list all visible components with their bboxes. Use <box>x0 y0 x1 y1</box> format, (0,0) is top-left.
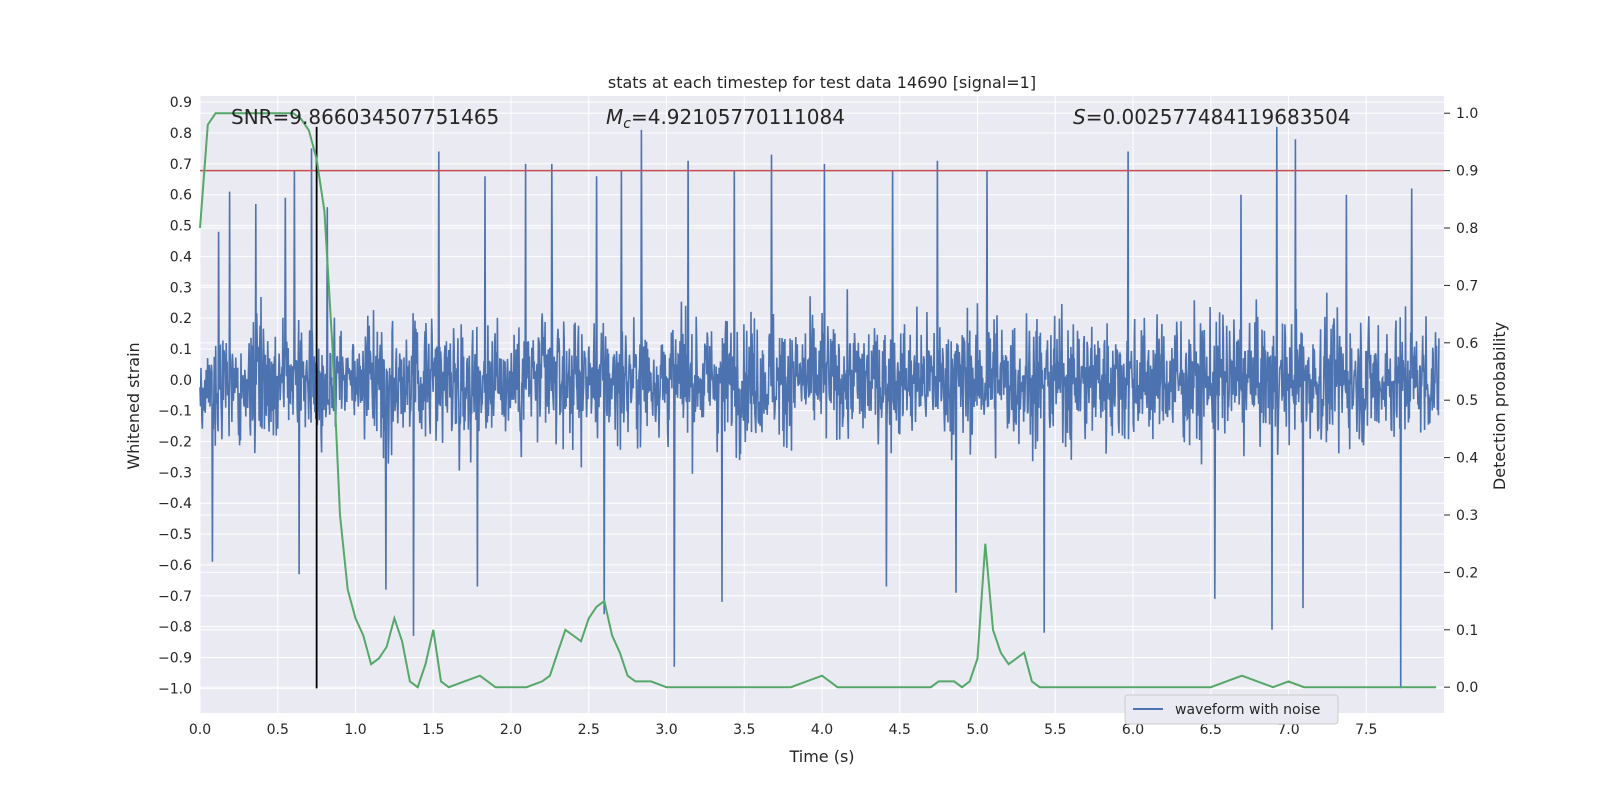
y-tick-label-left: 0.9 <box>170 95 192 111</box>
y-tick-label-left: 0.2 <box>170 311 192 327</box>
x-tick-label: 7.5 <box>1355 722 1377 738</box>
y-tick-label-right: 0.9 <box>1456 164 1478 180</box>
legend-box <box>1124 694 1339 725</box>
annotation-s-symbol: S <box>1073 105 1086 129</box>
y-tick-label-right: 0.4 <box>1456 451 1478 467</box>
x-tick-label: 2.0 <box>500 722 522 738</box>
detection-probability-line <box>199 112 1437 689</box>
y-tick-label-right: 0.1 <box>1456 623 1478 639</box>
x-tick-label: 5.0 <box>966 722 988 738</box>
y-tick-label-left: 0.3 <box>170 280 192 296</box>
y-tick-label-left: 0.8 <box>170 126 192 142</box>
x-tick-label: 6.0 <box>1122 722 1144 738</box>
y-axis-title-left: Whitened strain <box>124 342 143 469</box>
y-tick-label-right: 0.6 <box>1456 336 1478 352</box>
x-tick-label: 7.0 <box>1277 722 1299 738</box>
y-axis-title-right: Detection probability <box>1490 322 1509 490</box>
x-tick-label: 3.5 <box>733 722 755 738</box>
annotation-s-value: =0.0025774841196835​04 <box>1086 105 1351 129</box>
overlay-series <box>199 112 1444 689</box>
x-tick-label: 0.5 <box>267 722 289 738</box>
x-tick-label: 4.5 <box>889 722 911 738</box>
y-tick-label-right: 0.7 <box>1456 278 1478 294</box>
annotation-chirp-mass: Mc=4.92105770111084 <box>606 105 845 132</box>
y-tick-label-left: 0.7 <box>170 157 192 173</box>
waveform-line <box>199 126 1440 689</box>
annotation-chirp-mass-value: =4.92105770111084 <box>631 105 845 129</box>
y-tick-label-left: 0.5 <box>170 219 192 235</box>
chart-title: stats at each timestep for test data 146… <box>608 73 1036 92</box>
y-tick-label-left: 0.6 <box>170 188 192 204</box>
y-tick-label-left: −0.8 <box>158 620 192 636</box>
y-tick-label-left: 0.4 <box>170 249 192 265</box>
annotation-chirp-mass-subscript: c <box>623 116 631 132</box>
ticks: 0.0 0.5 1.0 1.5 2.0 2.5 3.0 3.5 4.0 4.5 5.0 5.5 6.0 6… <box>158 95 1478 738</box>
x-tick-label: 1.0 <box>344 722 366 738</box>
annotation-s: S=0.0025774841196835​04 <box>1073 105 1351 129</box>
legend-label-waveform: waveform with noise <box>1175 702 1320 718</box>
x-tick-label: 2.5 <box>578 722 600 738</box>
x-tick-label: 1.5 <box>422 722 444 738</box>
legend: waveform with noise <box>1124 694 1339 725</box>
y-tick-label-left: −0.6 <box>158 558 192 574</box>
y-tick-label-left: −1.0 <box>158 681 192 697</box>
x-tick-label: 5.5 <box>1044 722 1066 738</box>
y-tick-label-right: 0.5 <box>1456 393 1478 409</box>
y-tick-label-right: 0.3 <box>1456 508 1478 524</box>
y-tick-label-right: 0.2 <box>1456 565 1478 581</box>
y-tick-label-right: 1.0 <box>1456 106 1478 122</box>
x-tick-label: 0.0 <box>189 722 211 738</box>
y-tick-label-left: −0.1 <box>158 404 192 420</box>
x-axis-title: Time (s) <box>788 747 854 766</box>
y-tick-label-right: 0.8 <box>1456 221 1478 237</box>
y-tick-label-left: 0.0 <box>170 373 192 389</box>
annotation-snr: SNR=9.866034507751465 <box>231 105 499 129</box>
y-tick-label-left: −0.3 <box>158 465 192 481</box>
x-tick-label: 4.0 <box>811 722 833 738</box>
y-tick-label-left: −0.2 <box>158 435 192 451</box>
y-tick-label-left: −0.4 <box>158 496 192 512</box>
x-tick-label: 6.5 <box>1200 722 1222 738</box>
annotation-chirp-mass-symbol: M <box>606 105 623 129</box>
x-tick-label: 3.0 <box>655 722 677 738</box>
y-tick-label-left: −0.7 <box>158 589 192 605</box>
y-tick-label-left: −0.9 <box>158 650 192 666</box>
y-tick-label-left: −0.5 <box>158 527 192 543</box>
y-tick-label-right: 0.0 <box>1456 680 1478 696</box>
y-tick-label-left: 0.1 <box>170 342 192 358</box>
waveform-series <box>199 126 1440 689</box>
